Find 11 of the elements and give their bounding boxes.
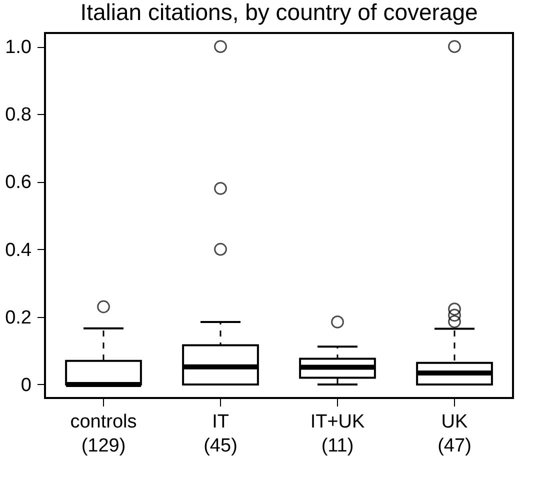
x-tick-label: controls (129) — [70, 412, 137, 456]
y-tick-label: 0.2 — [5, 307, 32, 328]
chart-title: Italian citations, by country of coverage — [80, 0, 478, 25]
y-tick-label: 0.6 — [5, 172, 32, 194]
y-tick-label: 1.0 — [5, 37, 32, 58]
x-tick-label: IT+UK (11) — [310, 412, 366, 456]
y-tick-label: 0.8 — [5, 104, 32, 126]
y-tick-label: 0.4 — [5, 240, 32, 261]
y-tick-label: 0 — [20, 374, 32, 396]
x-tick-label: IT (45) — [204, 412, 238, 456]
x-tick-label: UK (47) — [438, 412, 472, 456]
